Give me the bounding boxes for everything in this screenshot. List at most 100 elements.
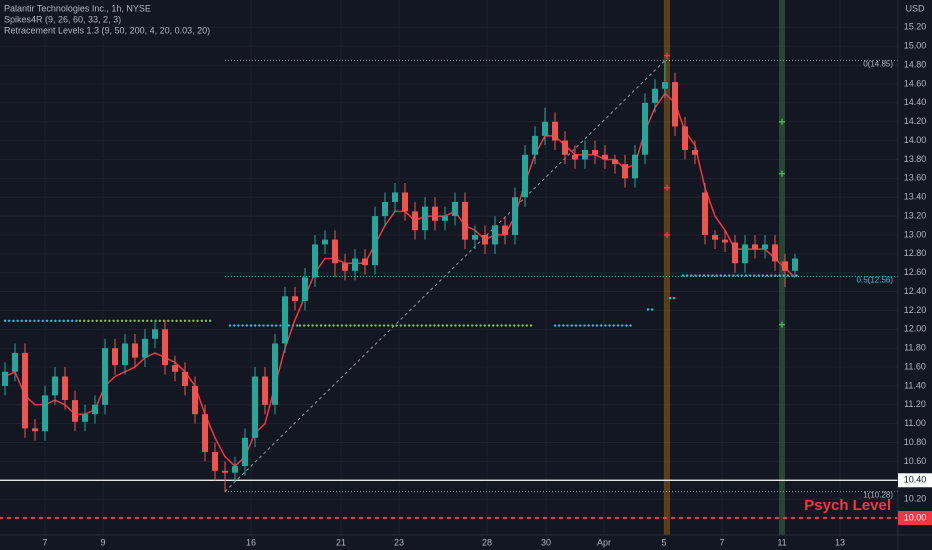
candle-body [732, 242, 738, 264]
signal-marker [664, 231, 670, 238]
x-tick-label: 21 [336, 537, 346, 547]
signal-marker [779, 321, 785, 328]
candle-body [752, 244, 758, 250]
candle-body [372, 216, 378, 266]
candle-body [792, 258, 798, 271]
candle-body [492, 225, 498, 245]
candle-body [772, 244, 778, 262]
candle-body [152, 329, 158, 339]
candle-body [432, 206, 438, 221]
candle-body [452, 201, 458, 217]
candle-body [142, 338, 148, 358]
candle-body [412, 211, 418, 231]
x-tick-label: 7 [719, 537, 724, 547]
y-tick-label: 15.20 [904, 22, 927, 32]
candle-body [122, 343, 128, 366]
candle-body [302, 277, 308, 301]
y-tick-label: 11.40 [904, 380, 926, 390]
y-tick-label: 13.60 [904, 173, 927, 183]
price-label: 10.40 [904, 475, 927, 485]
candle-body [442, 216, 448, 221]
candle-body [722, 239, 728, 243]
y-tick-label: 15.00 [904, 41, 927, 51]
y-tick-label: 12.80 [904, 248, 927, 258]
candle-body [22, 352, 28, 429]
ma-line [4, 92, 796, 468]
candle-body [132, 343, 138, 358]
x-tick-label: Apr [597, 537, 611, 547]
y-tick-label: 14.20 [904, 116, 927, 126]
candle-body [212, 451, 218, 471]
candle-body [482, 234, 488, 245]
y-tick-label: 10.20 [904, 494, 927, 504]
y-tick-label: 10.60 [904, 456, 927, 466]
indicator-label: Spikes4R (9, 26, 60, 33, 2, 3) [4, 14, 121, 24]
indicator-label: Retracement Levels 1.3 (9, 50, 200, 4, 2… [4, 25, 210, 35]
x-tick-label: 9 [100, 537, 105, 547]
candle-body [652, 88, 658, 103]
signal-marker [779, 118, 785, 125]
candle-body [512, 197, 518, 235]
candle-body [422, 206, 428, 231]
candle-body [382, 201, 388, 217]
candle-body [522, 154, 528, 198]
candle-body [102, 348, 108, 405]
y-tick-label: 12.60 [904, 267, 927, 277]
candle-body [532, 135, 538, 155]
x-tick-label: 16 [246, 537, 256, 547]
candle-body [672, 82, 678, 127]
candle-body [192, 385, 198, 415]
candle-body [312, 244, 318, 278]
candle-body [262, 376, 268, 405]
level-name: Psych Level [804, 497, 891, 514]
y-tick-label: 11.80 [904, 343, 926, 353]
candle-body [292, 296, 298, 301]
plot: 0(14.85) 0.5(12.56) 1(10.28)Psych Level [0, 0, 900, 535]
candle-body [252, 376, 258, 438]
candle-body [1, 371, 8, 386]
y-tick-label: 12.00 [904, 324, 927, 334]
candle-body [112, 348, 118, 366]
candle-body [52, 376, 58, 396]
candle-body [12, 352, 18, 372]
x-tick-label: 30 [541, 537, 551, 547]
candle-body [352, 258, 358, 271]
signal-marker [664, 52, 670, 59]
candle-body [92, 404, 98, 415]
y-tick-label: 10.80 [904, 437, 927, 447]
candle-body [632, 154, 638, 179]
candle-body [62, 376, 68, 401]
price-label-box [898, 511, 932, 526]
fib-label: 1(10.28) [863, 491, 893, 500]
candle-body [602, 154, 608, 160]
candle-body [202, 414, 208, 452]
signal-marker [664, 184, 670, 191]
candle-body [182, 371, 188, 386]
fib-label: 0.5(12.56) [857, 276, 894, 285]
candle-body [612, 159, 618, 165]
y-tick-label: 12.40 [904, 286, 927, 296]
candle-body [542, 121, 548, 136]
candle-body [582, 150, 588, 160]
y-tick-label: 13.80 [904, 154, 927, 164]
candle-body [242, 437, 248, 467]
symbol-title: Palantir Technologies Inc., 1h, NYSE [4, 3, 151, 13]
candle-body [42, 395, 48, 432]
candle-body [662, 82, 668, 89]
price-label: 10.00 [904, 512, 927, 522]
candle-body [642, 102, 648, 155]
candle-body [712, 234, 718, 240]
signal-marker [779, 170, 785, 177]
x-tick-label: 28 [482, 537, 492, 547]
candle-body [682, 126, 688, 151]
candle-body [322, 239, 328, 245]
candle-body [172, 365, 178, 372]
y-tick-label: 14.80 [904, 59, 927, 69]
x-tick-label: 13 [835, 537, 845, 547]
candle-body [282, 296, 288, 344]
candle-body [592, 150, 598, 155]
candle-body [782, 261, 788, 271]
fib-trend [224, 60, 666, 492]
